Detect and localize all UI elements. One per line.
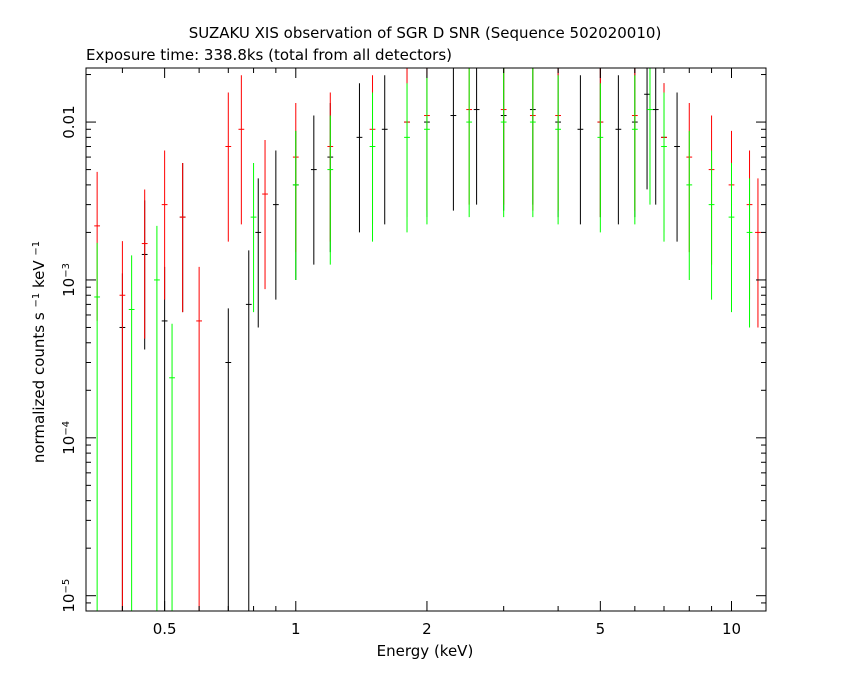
data-point	[661, 92, 667, 242]
data-point	[225, 92, 232, 242]
data-point	[128, 255, 135, 611]
data-point	[424, 75, 430, 225]
data-point	[577, 75, 584, 225]
x-tick-label: 2	[422, 620, 432, 638]
data-point	[597, 83, 604, 233]
data-point	[644, 68, 650, 190]
data-point	[686, 130, 693, 280]
data-point	[473, 68, 480, 205]
data-point	[746, 178, 753, 328]
data-layer	[94, 68, 761, 611]
data-point	[225, 308, 232, 611]
data-point	[466, 68, 473, 218]
data-point	[238, 75, 245, 225]
data-point	[356, 83, 363, 233]
y-axis-label-mid: keV	[30, 260, 48, 288]
data-point	[179, 163, 186, 313]
data-point	[169, 323, 175, 611]
data-point	[755, 178, 761, 328]
x-tick-label: 0.5	[153, 620, 177, 638]
data-point	[161, 150, 168, 300]
data-point	[404, 83, 410, 233]
y-tick-label: 0.01	[60, 105, 78, 138]
x-tick-label: 10	[722, 620, 741, 638]
data-point	[292, 130, 299, 280]
chart-title: SUZAKU XIS observation of SGR D SNR (Seq…	[189, 24, 662, 42]
tick-layer: 0.5 1 2 5 10 10−5 10−4 10−3 0.01	[60, 68, 766, 638]
data-point	[262, 139, 268, 290]
data-point	[272, 150, 279, 300]
plot-frame	[85, 67, 767, 612]
data-point	[529, 68, 536, 218]
data-point	[141, 189, 148, 339]
y-axis-label-base: normalized counts s	[30, 312, 48, 463]
data-point	[196, 266, 203, 611]
data-point	[94, 242, 101, 611]
y-axis-label-exp1: −1	[31, 293, 42, 308]
x-axis-label: Energy (keV)	[377, 642, 474, 660]
data-point	[652, 68, 659, 205]
data-point	[708, 150, 715, 300]
data-point	[500, 68, 507, 218]
x-tick-label: 1	[291, 620, 301, 638]
chart-subtitle: Exposure time: 338.8ks (total from all d…	[86, 46, 452, 64]
y-tick-label: 10−4	[60, 421, 78, 455]
y-axis-label: normalized counts s −1 keV −1	[30, 241, 48, 463]
data-point	[310, 115, 317, 265]
data-point	[250, 163, 257, 313]
x-tick-label: 5	[596, 620, 606, 638]
data-point	[327, 115, 334, 265]
y-tick-label: 10−5	[60, 579, 78, 613]
y-tick-label: 10−3	[60, 263, 78, 297]
data-point	[647, 68, 653, 205]
data-point	[369, 92, 376, 242]
data-point	[119, 241, 126, 611]
data-point	[728, 163, 735, 313]
data-point	[615, 75, 622, 225]
data-point	[255, 178, 262, 328]
data-point	[631, 75, 638, 225]
y-axis-label-exp2: −1	[31, 241, 42, 256]
data-point	[555, 75, 561, 225]
data-point	[154, 225, 160, 611]
data-point	[674, 92, 680, 242]
data-point	[161, 266, 168, 611]
data-point	[245, 250, 252, 611]
data-point	[450, 68, 457, 211]
data-point	[381, 75, 388, 225]
